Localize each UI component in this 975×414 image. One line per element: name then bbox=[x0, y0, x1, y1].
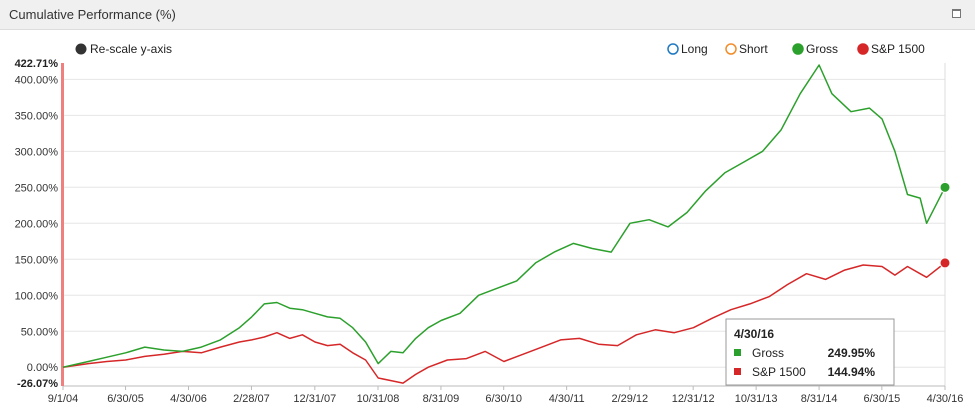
x-tick-label: 8/31/09 bbox=[423, 393, 460, 405]
y-tick-label: 300.00% bbox=[15, 146, 59, 158]
x-tick-label: 8/31/14 bbox=[801, 393, 838, 405]
y-tick-label: 0.00% bbox=[27, 362, 58, 374]
x-tick-label: 4/30/16 bbox=[927, 393, 964, 405]
tooltip: 4/30/16 Gross 249.95% S&P 1500 144.94% bbox=[725, 318, 895, 386]
legend-item-short[interactable]: Short bbox=[725, 42, 768, 56]
x-tick-label: 6/30/05 bbox=[107, 393, 144, 405]
legend-marker[interactable] bbox=[792, 43, 804, 55]
tooltip-gross-name: Gross bbox=[752, 346, 784, 360]
legend-item-long[interactable]: Long bbox=[667, 42, 708, 56]
panel-title: Cumulative Performance (%) bbox=[9, 7, 176, 22]
chart-series bbox=[62, 64, 951, 384]
series-line-s-p-1500 bbox=[62, 262, 946, 384]
performance-chart: 0.00% 50.00% 100.00% 150.00% 200.00% 250.00% 3… bbox=[15, 42, 964, 405]
legend-label[interactable]: Short bbox=[739, 42, 768, 56]
y-tick-label: 200.00% bbox=[15, 218, 59, 230]
y-tick-label: 50.00% bbox=[21, 326, 59, 338]
tooltip-box bbox=[725, 318, 895, 386]
rescale-control[interactable]: Re-scale y-axis bbox=[75, 42, 173, 56]
x-tick-label: 10/31/13 bbox=[735, 393, 778, 405]
legend-label[interactable]: Gross bbox=[806, 42, 838, 56]
y-tick-label: 400.00% bbox=[15, 74, 59, 86]
chart-axes: 0.00% 50.00% 100.00% 150.00% 200.00% 250.00% 3… bbox=[15, 58, 964, 405]
rescale-dot[interactable] bbox=[75, 43, 87, 55]
tooltip-sp1500-value: 144.94% bbox=[828, 365, 876, 379]
y-tick-label: 250.00% bbox=[15, 182, 59, 194]
y-tick-label: 150.00% bbox=[15, 254, 59, 266]
tooltip-gross-value: 249.95% bbox=[828, 346, 876, 360]
y-axis-bar[interactable] bbox=[61, 63, 64, 386]
legend-item-s-p-1500[interactable]: S&P 1500 bbox=[857, 42, 925, 56]
y-tick-label: 350.00% bbox=[15, 110, 59, 122]
x-tick-label: 4/30/06 bbox=[170, 393, 207, 405]
y-tick-label: 100.00% bbox=[15, 290, 59, 302]
x-tick-label: 12/31/07 bbox=[293, 393, 336, 405]
x-tick-label: 10/31/08 bbox=[357, 393, 400, 405]
legend-marker[interactable] bbox=[725, 43, 737, 55]
x-tick-label: 12/31/12 bbox=[672, 393, 715, 405]
series-end-marker[interactable] bbox=[939, 181, 951, 193]
legend-label[interactable]: S&P 1500 bbox=[871, 42, 925, 56]
tooltip-sp1500-name: S&P 1500 bbox=[752, 365, 806, 379]
x-tick-label: 2/28/07 bbox=[233, 393, 270, 405]
series-line-gross bbox=[62, 64, 946, 368]
legend-label[interactable]: Long bbox=[681, 42, 708, 56]
legend-marker[interactable] bbox=[667, 43, 679, 55]
tooltip-date: 4/30/16 bbox=[734, 327, 774, 341]
x-tick-label: 2/29/12 bbox=[611, 393, 648, 405]
tooltip-sp1500-swatch bbox=[734, 368, 741, 375]
panel-header: Cumulative Performance (%) bbox=[0, 0, 975, 30]
legend-item-gross[interactable]: Gross bbox=[792, 42, 838, 56]
x-tick-label: 6/30/15 bbox=[863, 393, 900, 405]
maximize-icon[interactable] bbox=[952, 9, 961, 18]
rescale-label[interactable]: Re-scale y-axis bbox=[90, 42, 172, 56]
series-end-marker[interactable] bbox=[939, 257, 951, 269]
y-max-label: 422.71% bbox=[15, 58, 59, 70]
chart-grid bbox=[63, 63, 946, 386]
chart-legend: Long Short Gross S&P 1500 bbox=[667, 42, 925, 56]
tooltip-gross-swatch bbox=[734, 349, 741, 356]
legend-marker[interactable] bbox=[857, 43, 869, 55]
x-tick-label: 4/30/11 bbox=[549, 393, 585, 405]
y-min-label: -26.07% bbox=[17, 378, 58, 390]
x-tick-label: 6/30/10 bbox=[485, 393, 522, 405]
x-tick-label: 9/1/04 bbox=[48, 393, 79, 405]
